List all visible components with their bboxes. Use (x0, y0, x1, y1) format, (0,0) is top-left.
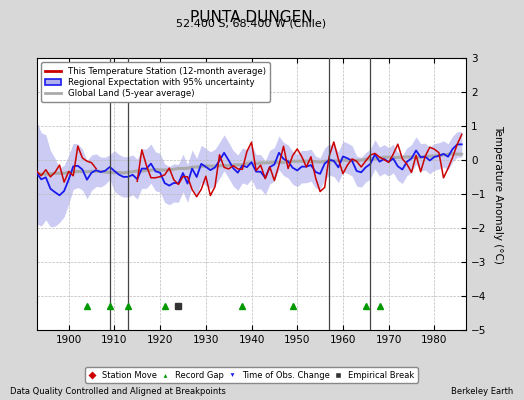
Y-axis label: Temperature Anomaly (°C): Temperature Anomaly (°C) (493, 124, 503, 264)
Text: 52.400 S, 68.400 W (Chile): 52.400 S, 68.400 W (Chile) (177, 18, 326, 28)
Text: PUNTA DUNGEN: PUNTA DUNGEN (190, 10, 313, 25)
Text: Data Quality Controlled and Aligned at Breakpoints: Data Quality Controlled and Aligned at B… (10, 387, 226, 396)
Legend: Station Move, Record Gap, Time of Obs. Change, Empirical Break: Station Move, Record Gap, Time of Obs. C… (85, 367, 418, 383)
Text: Berkeley Earth: Berkeley Earth (451, 387, 514, 396)
